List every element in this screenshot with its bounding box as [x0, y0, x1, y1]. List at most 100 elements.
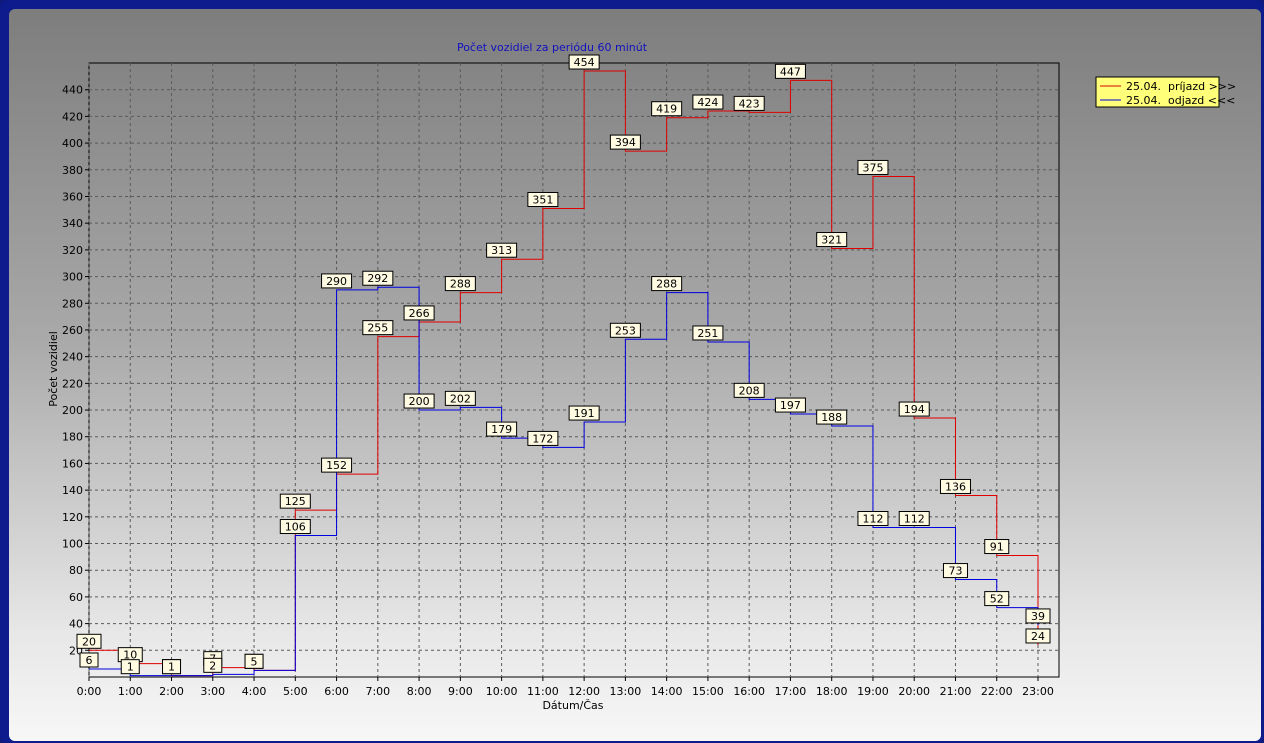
data-label-box: [733, 95, 765, 111]
data-label-text: 253: [615, 324, 636, 337]
data-label-text: 266: [409, 307, 430, 320]
data-label-text: 419: [656, 103, 677, 116]
data-label-text: 106: [285, 521, 306, 534]
data-label: 419: [651, 101, 683, 117]
data-label-box: [774, 397, 806, 413]
x-tick-label: 0:00: [77, 685, 102, 698]
data-label: 125: [279, 493, 311, 509]
chart: Počet vozidiel za periódu 60 minút 20 40 6…: [47, 41, 1236, 712]
data-label-box: [444, 276, 476, 292]
data-label: 112: [857, 511, 889, 527]
data-label: 24: [1025, 628, 1051, 644]
data-label-box: [321, 273, 353, 289]
data-label-text: 112: [904, 513, 925, 526]
data-label: 253: [609, 322, 641, 338]
data-label-text: 375: [862, 161, 883, 174]
data-label-text: 200: [409, 395, 430, 408]
data-label-box: [733, 382, 765, 398]
x-tick-label: 16:00: [733, 685, 765, 698]
x-tick-label: 14:00: [651, 685, 683, 698]
data-label: 197: [774, 397, 806, 413]
data-label-text: 251: [697, 327, 718, 340]
data-label-box: [816, 232, 848, 248]
data-label-text: 1: [168, 661, 175, 674]
data-label: 288: [651, 276, 683, 292]
data-label-box: [486, 242, 518, 258]
data-label-box: [984, 591, 1010, 607]
data-label-text: 351: [532, 193, 553, 206]
x-tick-label: 22:00: [981, 685, 1013, 698]
y-tick-label: 400: [62, 137, 83, 150]
chart-panel: Počet vozidiel za periódu 60 minút 20 40 6…: [9, 9, 1261, 741]
y-tick-label: 420: [62, 110, 83, 123]
x-tick-label: 17:00: [775, 685, 807, 698]
data-label-text: 194: [904, 403, 925, 416]
data-label-box: [651, 101, 683, 117]
data-label-box: [162, 659, 182, 675]
data-label-text: 10: [123, 649, 137, 662]
data-label-box: [1025, 628, 1051, 644]
y-tick-label: 220: [62, 377, 83, 390]
data-label-box: [939, 478, 971, 494]
data-label-text: 91: [990, 541, 1004, 554]
x-tick-label: 12:00: [568, 685, 600, 698]
data-label-box: [898, 511, 930, 527]
x-tick-label: 11:00: [527, 685, 559, 698]
data-label-text: 172: [532, 432, 553, 445]
data-label: 351: [527, 191, 559, 207]
x-tick-label: 9:00: [448, 685, 473, 698]
data-label-box: [692, 94, 724, 110]
y-tick-label: 300: [62, 271, 83, 284]
data-label-text: 20: [82, 635, 96, 648]
x-tick-label: 15:00: [692, 685, 724, 698]
grid: [88, 63, 1059, 677]
x-tick-label: 23:00: [1022, 685, 1054, 698]
data-label: 52: [984, 591, 1010, 607]
data-label: 152: [321, 457, 353, 473]
data-label: 1: [120, 659, 140, 675]
data-labels: 2010175125152255266288313351454394419424…: [76, 54, 1051, 675]
legend-label-departure: 25.04. odjazd <<<: [1126, 94, 1235, 107]
data-label-text: 197: [780, 399, 801, 412]
data-label-box: [816, 409, 848, 425]
data-label: 191: [568, 405, 600, 421]
series-line-departure: [89, 286, 1039, 677]
data-label-text: 447: [780, 65, 801, 78]
data-label: 106: [279, 519, 311, 535]
series-line-arrival: [89, 70, 1039, 677]
data-label: 112: [898, 511, 930, 527]
data-label: 394: [609, 134, 641, 150]
data-label: 10: [117, 647, 143, 663]
data-label: 424: [692, 94, 724, 110]
data-label: 313: [486, 242, 518, 258]
data-label: 288: [444, 276, 476, 292]
data-label-box: [857, 159, 889, 175]
y-tick-label: 320: [62, 244, 83, 257]
data-label-box: [120, 659, 140, 675]
x-tick-label: 5:00: [283, 685, 308, 698]
data-label-box: [527, 430, 559, 446]
data-label-box: [203, 657, 223, 673]
data-label: 194: [898, 401, 930, 417]
data-label-text: 179: [491, 423, 512, 436]
data-label-box: [321, 457, 353, 473]
data-label-text: 6: [86, 654, 93, 667]
plot-area: [88, 62, 1060, 678]
data-label-box: [898, 401, 930, 417]
data-label: 200: [403, 393, 435, 409]
y-tick-label: 40: [69, 618, 83, 631]
y-tick-label: 120: [62, 511, 83, 524]
y-tick-label: 160: [62, 457, 83, 470]
y-tick-label: 380: [62, 164, 83, 177]
data-label-text: 313: [491, 244, 512, 257]
data-label-text: 208: [739, 384, 760, 397]
data-label-box: [984, 539, 1010, 555]
data-label-text: 454: [574, 56, 595, 69]
data-label: 454: [568, 54, 600, 70]
y-tick-label: 200: [62, 404, 83, 417]
data-label-text: 394: [615, 136, 636, 149]
data-label-box: [244, 653, 264, 669]
x-tick-label: 18:00: [816, 685, 848, 698]
data-label-box: [568, 54, 600, 70]
data-label: 39: [1025, 608, 1051, 624]
